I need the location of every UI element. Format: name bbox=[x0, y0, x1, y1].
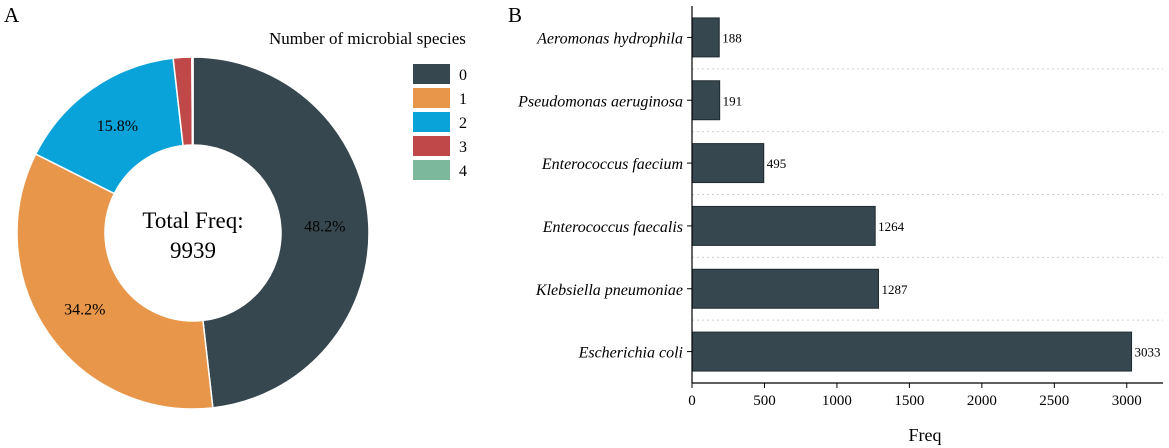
donut-center-value: 9939 bbox=[170, 238, 216, 263]
donut-center-label: Total Freq: bbox=[142, 208, 243, 233]
bar-klebsiella-pneumoniae bbox=[691, 268, 880, 309]
category-label-pseudomonas-aeruginosa: Pseudomonas aeruginosa bbox=[517, 93, 683, 110]
x-tick-label: 1000 bbox=[822, 393, 852, 409]
bar-value-label-pseudomonas-aeruginosa: 191 bbox=[723, 93, 743, 108]
x-tick-label: 1500 bbox=[894, 393, 924, 409]
donut-legend: 0 1 2 3 4 bbox=[413, 64, 467, 180]
donut-slice-label-0: 48.2% bbox=[304, 219, 345, 236]
category-label-escherichia-coli: Escherichia coli bbox=[578, 345, 683, 362]
legend-swatch-4 bbox=[413, 160, 450, 180]
category-label-enterococcus-faecium: Enterococcus faecium bbox=[541, 156, 683, 173]
bar-value-label-klebsiella-pneumoniae: 1287 bbox=[882, 282, 909, 297]
donut-slice-label-1: 34.2% bbox=[64, 302, 105, 319]
bar-chart-panel: B 188 191 495 1264 1287 3033 Aeromonas hydrop… bbox=[508, 3, 1163, 445]
panel-label-a: A bbox=[4, 3, 20, 27]
bar-aeromonas-hydrophila bbox=[691, 17, 720, 58]
legend-label-2: 2 bbox=[459, 115, 467, 132]
bar-value-label-escherichia-coli: 3033 bbox=[1135, 345, 1161, 360]
x-axis-title: Freq bbox=[909, 425, 942, 445]
category-label-aeromonas-hydrophila: Aeromonas hydrophila bbox=[536, 30, 683, 47]
donut-slice-1 bbox=[16, 153, 214, 410]
bar-x-ticks: 0 500 1000 1500 2000 2500 3000 bbox=[688, 383, 1142, 409]
legend-swatch-2 bbox=[413, 112, 450, 132]
x-tick-label: 0 bbox=[688, 393, 696, 409]
bar-value-label-enterococcus-faecium: 495 bbox=[767, 156, 787, 171]
bar-axes bbox=[687, 6, 1163, 384]
x-tick-label: 2500 bbox=[1039, 393, 1069, 409]
bar-category-labels: Aeromonas hydrophila Pseudomonas aerugino… bbox=[517, 30, 683, 361]
bar-value-label-enterococcus-faecalis: 1264 bbox=[878, 219, 905, 234]
bar-value-label-aeromonas-hydrophila: 188 bbox=[722, 30, 742, 45]
legend-label-0: 0 bbox=[459, 67, 467, 84]
bar-enterococcus-faecium bbox=[691, 143, 765, 184]
donut-slice-label-2: 15.8% bbox=[97, 118, 138, 135]
donut-chart-panel: A 48.2% 34.2% 15.8% Total Freq: 9939 Numbe… bbox=[4, 3, 467, 410]
legend-swatch-3 bbox=[413, 136, 450, 156]
bar-escherichia-coli bbox=[691, 331, 1133, 372]
donut-slice-0 bbox=[192, 56, 370, 409]
category-label-enterococcus-faecalis: Enterococcus faecalis bbox=[542, 219, 683, 236]
legend-swatch-1 bbox=[413, 88, 450, 108]
panel-label-b: B bbox=[508, 3, 522, 27]
category-label-klebsiella-pneumoniae: Klebsiella pneumoniae bbox=[535, 282, 683, 299]
bar-gridlines bbox=[692, 68, 1163, 321]
x-tick-label: 500 bbox=[753, 393, 776, 409]
donut-slice-4 bbox=[191, 56, 194, 146]
legend-title: Number of microbial species bbox=[269, 29, 466, 48]
donut-slice-labels: 48.2% 34.2% 15.8% bbox=[64, 118, 345, 319]
bar-value-labels: 188 191 495 1264 1287 3033 bbox=[722, 30, 1160, 359]
x-tick-label: 3000 bbox=[1112, 393, 1142, 409]
bar-enterococcus-faecalis bbox=[691, 205, 876, 246]
legend-swatch-0 bbox=[413, 64, 450, 84]
x-tick-label: 2000 bbox=[967, 393, 997, 409]
legend-label-3: 3 bbox=[459, 139, 467, 156]
legend-label-1: 1 bbox=[459, 91, 467, 108]
donut-slices bbox=[16, 56, 370, 410]
bar-pseudomonas-aeruginosa bbox=[691, 80, 721, 121]
legend-label-4: 4 bbox=[459, 163, 467, 180]
bars bbox=[691, 17, 1133, 372]
